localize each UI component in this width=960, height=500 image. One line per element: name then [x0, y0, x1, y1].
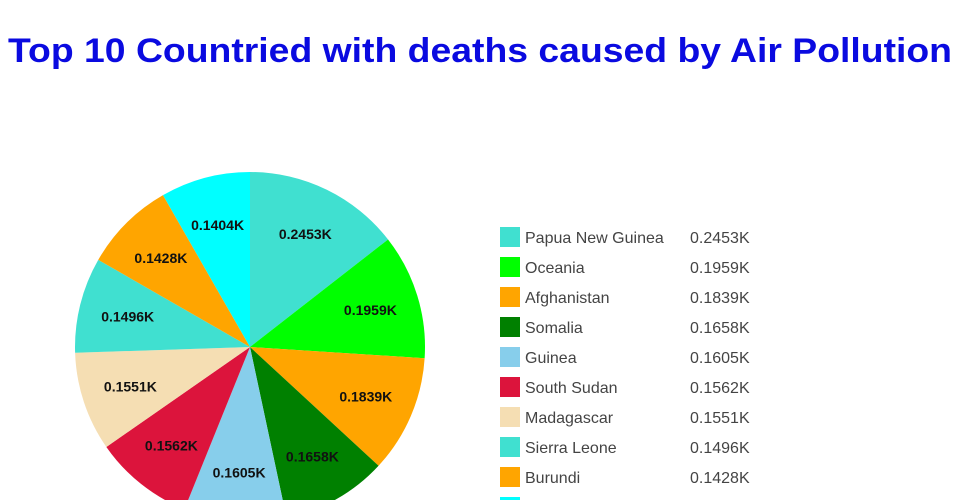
pie-slice[interactable] — [250, 172, 389, 347]
pie-slice[interactable] — [250, 347, 425, 466]
slice-label: 0.1658K — [286, 449, 339, 465]
slice-label: 0.1551K — [104, 379, 157, 395]
legend-value: 0.2453K — [690, 230, 750, 247]
legend-item[interactable]: Oceania 0.1959K — [500, 257, 750, 277]
legend-swatch — [500, 257, 520, 277]
slice-label: 0.1562K — [145, 438, 198, 454]
slice-label: 0.1959K — [344, 302, 397, 318]
chart-title: Top 10 Countried with deaths caused by A… — [8, 32, 952, 70]
legend: Papua New Guinea 0.2453K Oceania 0.1959K Afg… — [500, 227, 750, 500]
pie-slices — [75, 172, 426, 500]
slice-label: 0.1428K — [134, 250, 187, 266]
pie-labels: 0.2453K 0.1959K 0.1839K 0.1658K 0.1605K 0.156… — [101, 217, 397, 480]
legend-swatch — [500, 377, 520, 397]
legend-swatch — [500, 287, 520, 307]
pie-slice[interactable] — [163, 172, 250, 347]
legend-label: Sierra Leone — [525, 440, 617, 457]
legend-label: Somalia — [525, 320, 583, 337]
legend-value: 0.1959K — [690, 260, 750, 277]
pie-slice[interactable] — [250, 239, 426, 359]
legend-value: 0.1496K — [690, 440, 750, 457]
legend-item[interactable]: Burundi 0.1428K — [500, 467, 750, 487]
legend-label: Papua New Guinea — [525, 230, 664, 247]
legend-swatch — [500, 467, 520, 487]
legend-value: 0.1605K — [690, 350, 750, 367]
pie-slice[interactable] — [75, 259, 250, 353]
slice-label: 0.1496K — [101, 309, 154, 325]
legend-swatch — [500, 227, 520, 247]
legend-label: Afghanistan — [525, 290, 610, 307]
legend-label: Burundi — [525, 470, 580, 487]
legend-value: 0.1428K — [690, 470, 750, 487]
legend-swatch — [500, 317, 520, 337]
legend-value: 0.1839K — [690, 290, 750, 307]
legend-value: 0.1551K — [690, 410, 750, 427]
legend-value: 0.1562K — [690, 380, 750, 397]
legend-swatch — [500, 437, 520, 457]
pie-slice[interactable] — [98, 195, 250, 347]
legend-swatch — [500, 347, 520, 367]
legend-label: Oceania — [525, 260, 585, 277]
legend-swatch — [500, 407, 520, 427]
legend-item[interactable]: Papua New Guinea 0.2453K — [500, 227, 750, 247]
legend-value: 0.1658K — [690, 320, 750, 337]
legend-item[interactable]: Somalia 0.1658K — [500, 317, 750, 337]
pie-slice[interactable] — [250, 347, 379, 500]
slice-label: 0.1404K — [191, 217, 244, 233]
legend-label: Madagascar — [525, 410, 614, 427]
legend-swatch — [500, 497, 520, 500]
legend-item[interactable]: Afghanistan 0.1839K — [500, 287, 750, 307]
legend-label: Guinea — [525, 350, 577, 367]
pie-slice[interactable] — [75, 347, 250, 447]
slice-label: 0.1605K — [213, 465, 266, 481]
legend-item[interactable] — [500, 497, 520, 500]
slice-label: 0.1839K — [339, 389, 392, 405]
legend-item[interactable]: Sierra Leone 0.1496K — [500, 437, 750, 457]
legend-label: South Sudan — [525, 380, 618, 397]
legend-item[interactable]: Guinea 0.1605K — [500, 347, 750, 367]
legend-item[interactable]: Madagascar 0.1551K — [500, 407, 750, 427]
pie-slice[interactable] — [106, 347, 250, 500]
slice-label: 0.2453K — [279, 226, 332, 242]
legend-item[interactable]: South Sudan 0.1562K — [500, 377, 750, 397]
pie-slice[interactable] — [184, 347, 286, 500]
